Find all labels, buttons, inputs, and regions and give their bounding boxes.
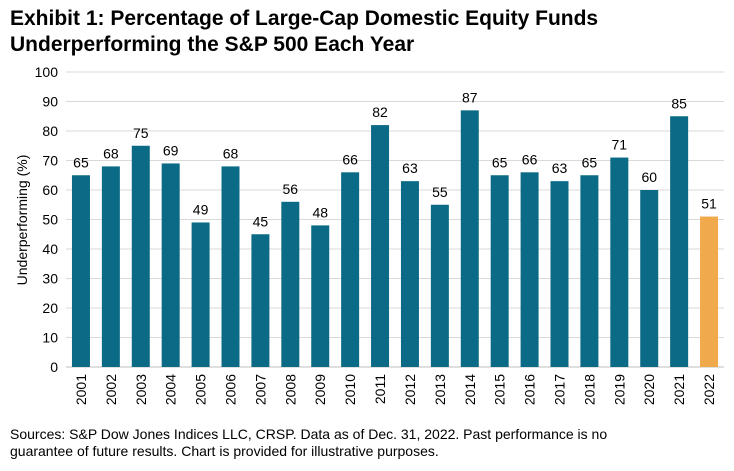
bar-2009 (311, 225, 330, 367)
bar-2006 (221, 166, 240, 367)
bar-2003 (131, 145, 150, 367)
data-label-2022: 51 (701, 196, 717, 212)
data-label-2001: 65 (73, 154, 89, 170)
footnote-line-1: Sources: S&P Dow Jones Indices LLC, CRSP… (10, 426, 608, 442)
y-tick-label: 100 (35, 64, 59, 80)
data-label-2004: 69 (163, 142, 179, 158)
data-label-2014: 87 (462, 89, 478, 105)
bar-2015 (490, 175, 509, 367)
data-label-2011: 82 (372, 104, 388, 120)
bar-2002 (101, 166, 120, 367)
data-label-2005: 49 (193, 201, 209, 217)
data-label-2017: 63 (552, 160, 568, 176)
x-tick-label-2004: 2004 (163, 374, 179, 405)
bar-2018 (580, 175, 599, 367)
x-tick-label-2015: 2015 (492, 374, 508, 405)
bar-2004 (161, 163, 180, 367)
bar-2011 (371, 125, 390, 367)
x-tick-label-2009: 2009 (312, 374, 328, 405)
bar-2001 (71, 175, 90, 367)
data-label-2009: 48 (312, 204, 328, 220)
bar-2017 (550, 181, 569, 367)
y-tick-label: 70 (42, 153, 58, 169)
y-tick-label: 30 (42, 271, 58, 287)
data-label-2012: 63 (402, 160, 418, 176)
y-tick-label: 0 (50, 359, 58, 375)
data-label-2006: 68 (223, 145, 239, 161)
bar-2021 (670, 116, 689, 367)
y-tick-label: 60 (42, 182, 58, 198)
y-tick-label: 90 (42, 94, 58, 110)
x-tick-label-2001: 2001 (73, 374, 89, 405)
data-label-2020: 60 (641, 169, 657, 185)
x-tick-label-2022: 2022 (701, 374, 717, 405)
bar-2019 (610, 157, 629, 367)
data-label-2008: 56 (283, 181, 299, 197)
x-tick-label-2017: 2017 (552, 374, 568, 405)
data-label-2002: 68 (103, 145, 119, 161)
x-tick-label-2013: 2013 (432, 374, 448, 405)
x-axis-ticks: 2001 2002 2003 2004 2005 2006 2007 2008 2009 2010… (73, 374, 717, 405)
x-tick-label-2010: 2010 (342, 374, 358, 405)
x-tick-label-2002: 2002 (103, 374, 119, 405)
data-label-2021: 85 (671, 95, 687, 111)
chart-title: Exhibit 1: Percentage of Large-Cap Domes… (10, 6, 598, 58)
bar-2013 (430, 204, 449, 367)
data-label-2015: 65 (492, 154, 508, 170)
bar-2005 (191, 222, 210, 367)
y-tick-label: 20 (42, 300, 58, 316)
data-label-2016: 66 (522, 151, 538, 167)
y-tick-label: 40 (42, 241, 58, 257)
x-tick-label-2018: 2018 (581, 374, 597, 405)
data-label-2018: 65 (582, 154, 598, 170)
chart-title-line-1: Exhibit 1: Percentage of Large-Cap Domes… (10, 7, 599, 30)
x-tick-label-2016: 2016 (522, 374, 538, 405)
data-labels: 65 68 75 69 49 68 45 56 48 66 82 63 55 87 65 66 63 65 71 60… (73, 89, 717, 229)
footnote: Sources: S&P Dow Jones Indices LLC, CRSP… (10, 426, 725, 460)
x-tick-label-2006: 2006 (223, 374, 239, 405)
x-tick-label-2019: 2019 (611, 374, 627, 405)
x-tick-label-2008: 2008 (282, 374, 298, 405)
bar-2020 (640, 190, 659, 367)
x-tick-label-2014: 2014 (462, 374, 478, 405)
x-tick-label-2005: 2005 (193, 374, 209, 405)
x-tick-label-2012: 2012 (402, 374, 418, 405)
y-axis-ticks: 0 10 20 30 40 50 60 70 80 90 100 (35, 64, 59, 375)
data-label-2013: 55 (432, 184, 448, 200)
y-tick-label: 10 (42, 330, 58, 346)
data-label-2007: 45 (253, 213, 269, 229)
data-label-2019: 71 (612, 137, 628, 153)
data-label-2010: 66 (342, 151, 358, 167)
x-tick-label-2007: 2007 (252, 374, 268, 405)
x-tick-label-2003: 2003 (133, 374, 149, 405)
bar-2010 (341, 172, 360, 367)
x-tick-label-2020: 2020 (641, 374, 657, 405)
x-tick-label-2021: 2021 (671, 374, 687, 405)
bar-2016 (520, 172, 539, 367)
x-tick-label-2011: 2011 (372, 374, 388, 404)
y-tick-label: 80 (42, 123, 58, 139)
data-label-2003: 75 (133, 125, 149, 141)
bar-2008 (281, 201, 300, 367)
bars (71, 110, 719, 367)
bar-2022 (700, 216, 719, 367)
y-axis-label: Underperforming (%) (14, 155, 30, 286)
y-tick-label: 50 (42, 212, 58, 228)
bar-2007 (251, 234, 270, 367)
bar-2014 (460, 110, 479, 367)
footnote-line-2: guarantee of future results. Chart is pr… (10, 443, 439, 459)
chart-title-line-2: Underperforming the S&P 500 Each Year (10, 33, 415, 56)
bar-2012 (400, 181, 419, 367)
